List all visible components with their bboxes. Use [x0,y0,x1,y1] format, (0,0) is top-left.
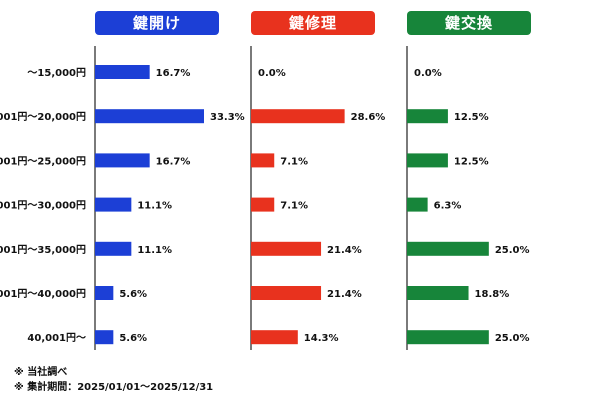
data-label: 11.1% [137,201,172,212]
data-label: 33.3% [210,112,245,123]
data-label: 18.8% [475,289,510,300]
bar [95,241,132,256]
footnote-period: ※ 集計期間：2025/01/01〜2025/12/31 [14,382,214,393]
bar [407,197,428,212]
bar [95,65,150,79]
category-label: 15,001円〜20,000円 [0,111,86,123]
data-label: 25.0% [495,333,530,344]
bar [251,109,345,124]
category-label: 30,001円〜35,000円 [0,244,86,256]
bar [95,197,132,212]
category-label: 25,001円〜30,000円 [0,200,86,212]
data-label: 21.4% [327,245,362,256]
bar [251,197,275,212]
footnote-source: ※ 当社調べ [14,367,68,378]
data-label: 0.0% [414,68,442,79]
bar [407,286,469,300]
data-label: 25.0% [495,245,530,256]
data-label: 11.1% [137,245,172,256]
data-label: 6.3% [434,201,462,212]
bar [407,330,489,345]
category-label: 40,001円〜 [27,332,86,344]
data-label: 28.6% [351,112,386,123]
bar [251,241,322,256]
data-label: 16.7% [156,68,191,79]
data-label: 16.7% [156,156,191,167]
data-label: 5.6% [119,333,147,344]
data-label: 14.3% [304,333,339,344]
panel-header-kagikoukan: 鍵交換 [407,11,531,35]
data-label: 12.5% [454,156,489,167]
data-label: 0.0% [258,68,286,79]
bar [95,153,150,168]
bar [95,109,204,124]
category-label: 〜15,000円 [27,67,86,79]
panel-header-kagishuuri: 鍵修理 [251,11,375,35]
bar [407,241,489,256]
data-label: 12.5% [454,112,489,123]
bar [95,286,114,300]
data-label: 7.1% [280,156,308,167]
data-label: 7.1% [280,201,308,212]
bar [251,330,298,345]
bar [251,153,275,168]
panel-header-kagiake: 鍵開け [95,11,219,35]
data-label: 21.4% [327,289,362,300]
category-label: 35,001円〜40,000円 [0,288,86,300]
bar [251,286,322,300]
category-label: 20,001円〜25,000円 [0,155,86,167]
bar [95,330,114,345]
bar [407,153,448,168]
data-label: 5.6% [119,289,147,300]
bar [407,109,448,124]
